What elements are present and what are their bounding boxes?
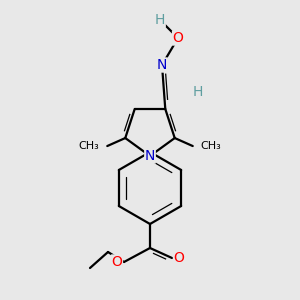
Text: H: H (155, 13, 165, 27)
Text: N: N (157, 58, 167, 72)
Text: H: H (193, 85, 203, 99)
Text: O: O (112, 255, 122, 269)
Text: N: N (145, 149, 155, 163)
Text: O: O (172, 31, 183, 45)
Text: O: O (174, 251, 184, 265)
Text: CH₃: CH₃ (201, 141, 221, 151)
Text: CH₃: CH₃ (79, 141, 99, 151)
